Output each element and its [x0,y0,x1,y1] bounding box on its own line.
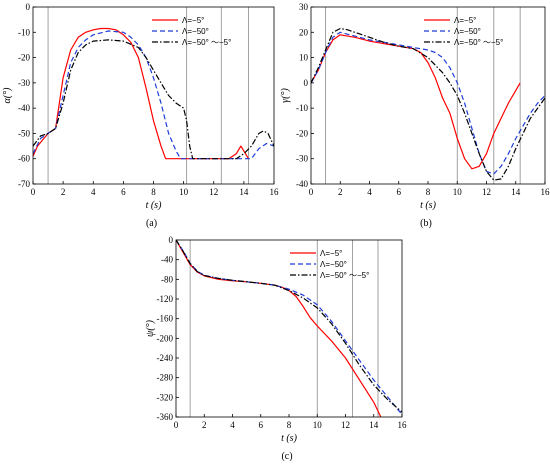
y-tick-label: 0 [304,78,309,88]
y-tick-label: -80 [161,274,173,284]
legend-label-2: Λ=−50° ～−5° [182,38,231,47]
x-tick-label: 14 [239,187,249,197]
x-tick-label: 8 [426,187,431,197]
x-tick-label: 0 [309,187,314,197]
x-tick-label: 16 [270,187,280,197]
x-tick-label: 12 [209,187,218,197]
series-line-0 [176,240,382,417]
y-tick-label: -30 [296,154,308,164]
legend-label-0: Λ=−5° [182,16,204,25]
y-tick-label: -280 [157,373,174,383]
series-line-1 [33,30,274,160]
x-tick-label: 0 [174,420,179,430]
legend-label-0: Λ=−5° [320,249,342,258]
x-tick-label: 6 [259,420,264,430]
x-tick-label: 10 [313,420,323,430]
series-line-2 [311,27,545,181]
y-tick-label: -30 [18,78,30,88]
series-line-1 [311,31,545,175]
series-line-1 [176,240,402,415]
x-tick-label: 4 [91,187,96,197]
y-tick-label: -10 [296,103,308,113]
y-tick-label: -40 [18,103,30,113]
legend-label-0: Λ=−5° [454,16,476,25]
x-tick-label: 8 [287,420,292,430]
x-axis-label: t (s) [420,200,437,211]
y-tick-label: -200 [157,333,174,343]
y-tick-label: -320 [157,392,174,402]
series-line-2 [33,39,274,160]
x-tick-label: 0 [31,187,36,197]
y-tick-label: -20 [18,53,30,63]
legend-label-2: Λ=−50° ～−5° [320,271,369,280]
x-tick-label: 2 [338,187,343,197]
x-tick-label: 12 [482,187,491,197]
x-tick-label: 14 [369,420,379,430]
x-tick-label: 12 [341,420,350,430]
x-tick-label: 4 [367,187,372,197]
panel-b-plot: 0 2 4 6 8 10 12 14 16 30 20 10 0 -10 -20 -30 -40 t (s) γ(°… [280,2,550,229]
x-tick-label: 10 [453,187,463,197]
x-tick-label: 2 [61,187,66,197]
y-tick-label: -120 [157,294,174,304]
y-tick-label: -10 [18,27,30,37]
panel-c-plot: 0 2 4 6 8 10 12 14 16 0 -40 -80 -120 -160 -200 -240 -280… [145,235,407,462]
x-tick-label: 16 [398,420,408,430]
y-tick-label: 10 [299,53,309,63]
panel-a-plot: 0 2 4 6 8 10 12 14 16 0 -10 -20 -30 -40 -50 -60 -70 t (s)… [2,2,279,229]
y-tick-label: 0 [26,2,31,12]
y-tick-label: -50 [18,128,30,138]
y-tick-label: -360 [157,412,174,422]
x-axis-label: t (s) [146,200,163,211]
series-line-0 [311,34,521,170]
y-axis-label: γ(°) [280,88,291,103]
y-axis-label: ψ(°) [145,319,156,337]
panel-label: (a) [146,218,157,229]
x-tick-label: 6 [121,187,126,197]
y-axis-label: α(°) [2,87,13,104]
y-tick-label: -70 [18,179,30,189]
x-tick-label: 4 [230,420,235,430]
y-tick-label: -60 [18,154,30,164]
x-tick-label: 16 [541,187,550,197]
legend-label-2: Λ=−50° ～−5° [454,38,503,47]
x-tick-label: 10 [179,187,189,197]
plot-frame [175,239,403,418]
y-tick-label: -40 [161,255,173,265]
panel-label: (b) [420,218,432,229]
y-tick-label: 30 [299,2,309,12]
y-tick-label: -40 [296,179,308,189]
x-tick-label: 8 [151,187,156,197]
legend-label-1: Λ=−50° [182,27,209,36]
legend-label-1: Λ=−50° [320,260,347,269]
series-line-2 [176,240,402,413]
x-tick-label: 14 [511,187,521,197]
x-axis-label: t (s) [281,433,298,444]
x-tick-label: 6 [397,187,402,197]
y-tick-label: 20 [299,27,309,37]
y-tick-label: -160 [157,314,174,324]
x-tick-label: 2 [202,420,207,430]
panel-label: (c) [281,451,292,462]
y-tick-label: -20 [296,128,308,138]
y-tick-label: 0 [169,235,174,245]
y-tick-label: -240 [157,353,174,363]
legend-label-1: Λ=−50° [454,27,481,36]
